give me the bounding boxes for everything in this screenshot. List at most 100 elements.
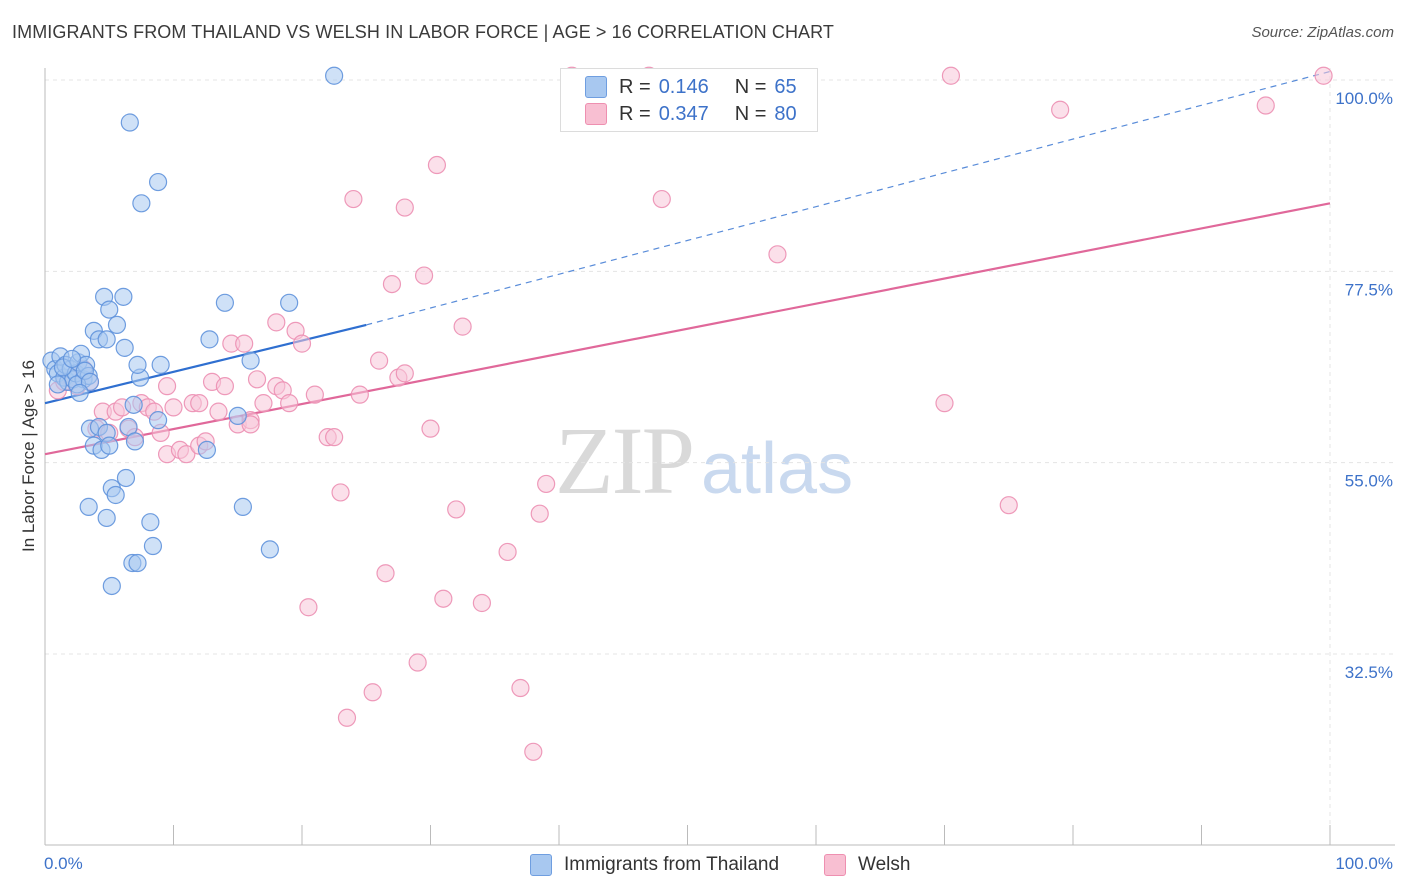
welsh-point [935, 394, 954, 413]
bottom-legend-thailand: Immigrants from Thailand [530, 852, 779, 878]
bottom-legend-label-welsh: Welsh [858, 854, 911, 875]
bottom-legend-welsh: Welsh [824, 852, 910, 878]
welsh-point [530, 504, 549, 523]
welsh-point [292, 334, 312, 353]
welsh-point [524, 742, 543, 761]
welsh-point [305, 385, 324, 404]
thailand-point [124, 395, 143, 414]
watermark-atlas: atlas [701, 429, 854, 509]
legend-swatch-welsh [585, 103, 607, 125]
welsh-point [999, 496, 1018, 515]
thailand-point [62, 349, 82, 369]
welsh-point [157, 377, 177, 396]
welsh-point [537, 474, 556, 494]
thailand-point [200, 330, 219, 349]
chart-title: IMMIGRANTS FROM THAILAND VS WELSH IN LAB… [12, 22, 835, 42]
bottom-legend-swatch-welsh [824, 854, 846, 876]
welsh-point [414, 266, 434, 285]
trend-lines [44, 70, 1331, 456]
watermark-zip: ZIP [555, 407, 695, 514]
thailand-point [241, 351, 260, 370]
thailand-point [125, 432, 145, 451]
thailand-trend-extension [366, 70, 1331, 326]
thailand-point [197, 440, 217, 460]
thailand-point [100, 300, 119, 319]
welsh-point [434, 589, 453, 608]
welsh-point [325, 428, 344, 447]
welsh-point [652, 189, 671, 209]
thailand-point [79, 497, 98, 516]
welsh-point [337, 708, 357, 727]
welsh-point [209, 402, 228, 421]
thailand-point [228, 406, 247, 425]
welsh-point [472, 593, 491, 613]
y-tick-label: 32.5% [1345, 663, 1393, 682]
y-tick-label: 55.0% [1345, 472, 1393, 491]
thailand-trend-line [44, 323, 367, 405]
thailand-point [102, 576, 121, 596]
legend-n-value: 80 [774, 102, 797, 125]
welsh-point [768, 245, 787, 264]
welsh-point [447, 500, 466, 519]
legend-r-label: R = [619, 102, 651, 125]
thailand-point [141, 513, 160, 532]
welsh-trend-line [44, 202, 1331, 456]
thailand-point [143, 536, 163, 556]
welsh-point [254, 394, 273, 413]
axes [44, 68, 1395, 846]
thailand-point [107, 315, 127, 335]
welsh-point [382, 274, 402, 294]
welsh-point [1314, 66, 1333, 85]
welsh-point [215, 377, 234, 396]
thailand-point [260, 540, 279, 559]
legend-row-thailand: R = 0.146 N = 65 [585, 75, 850, 99]
welsh-point [241, 415, 260, 434]
welsh-point [164, 398, 183, 417]
thailand-point [325, 66, 344, 85]
legend-swatch-thailand [585, 76, 607, 98]
thailand-point [148, 411, 168, 430]
welsh-point [395, 364, 414, 383]
thailand-point [148, 172, 168, 192]
legend-n-label: N = [734, 102, 767, 125]
thailand-point [215, 293, 234, 312]
thailand-point [120, 113, 139, 132]
legend-row-welsh: R = 0.347 N = 80 [585, 102, 850, 126]
welsh-point [941, 66, 961, 85]
welsh-point [235, 334, 254, 353]
y-axis-label: In Labor Force | Age > 16 [19, 360, 38, 552]
welsh-point [1256, 96, 1275, 115]
thailand-point [106, 485, 125, 505]
welsh-point [395, 198, 414, 217]
welsh-point [190, 394, 209, 413]
welsh-point [370, 351, 389, 370]
thailand-point [280, 293, 299, 312]
x-tick-label: 0.0% [44, 854, 83, 873]
welsh-point [498, 542, 517, 562]
welsh-point [350, 385, 369, 404]
thailand-point [100, 436, 119, 455]
y-tick-label: 77.5% [1345, 280, 1393, 299]
bottom-legend-label-thailand: Immigrants from Thailand [564, 854, 780, 875]
thailand-point [128, 553, 147, 573]
welsh-point [427, 155, 447, 175]
thailand-point [116, 468, 136, 488]
welsh-point [267, 313, 286, 332]
welsh-point [1051, 100, 1070, 119]
legend-n-value: 65 [774, 75, 797, 98]
legend-r-label: R = [619, 75, 651, 98]
welsh-point [453, 317, 472, 336]
welsh-point [376, 564, 395, 583]
data-points [42, 66, 1333, 761]
thailand-point [114, 287, 133, 306]
welsh-point [421, 419, 440, 438]
x-tick-label: 100.0% [1335, 854, 1393, 873]
legend-r-value: 0.347 [658, 102, 709, 125]
thailand-point [132, 194, 151, 213]
welsh-point [299, 598, 318, 617]
legend-r-value: 0.146 [658, 75, 709, 98]
welsh-point [344, 189, 363, 209]
thailand-point [97, 508, 116, 528]
thailand-point [233, 497, 252, 516]
